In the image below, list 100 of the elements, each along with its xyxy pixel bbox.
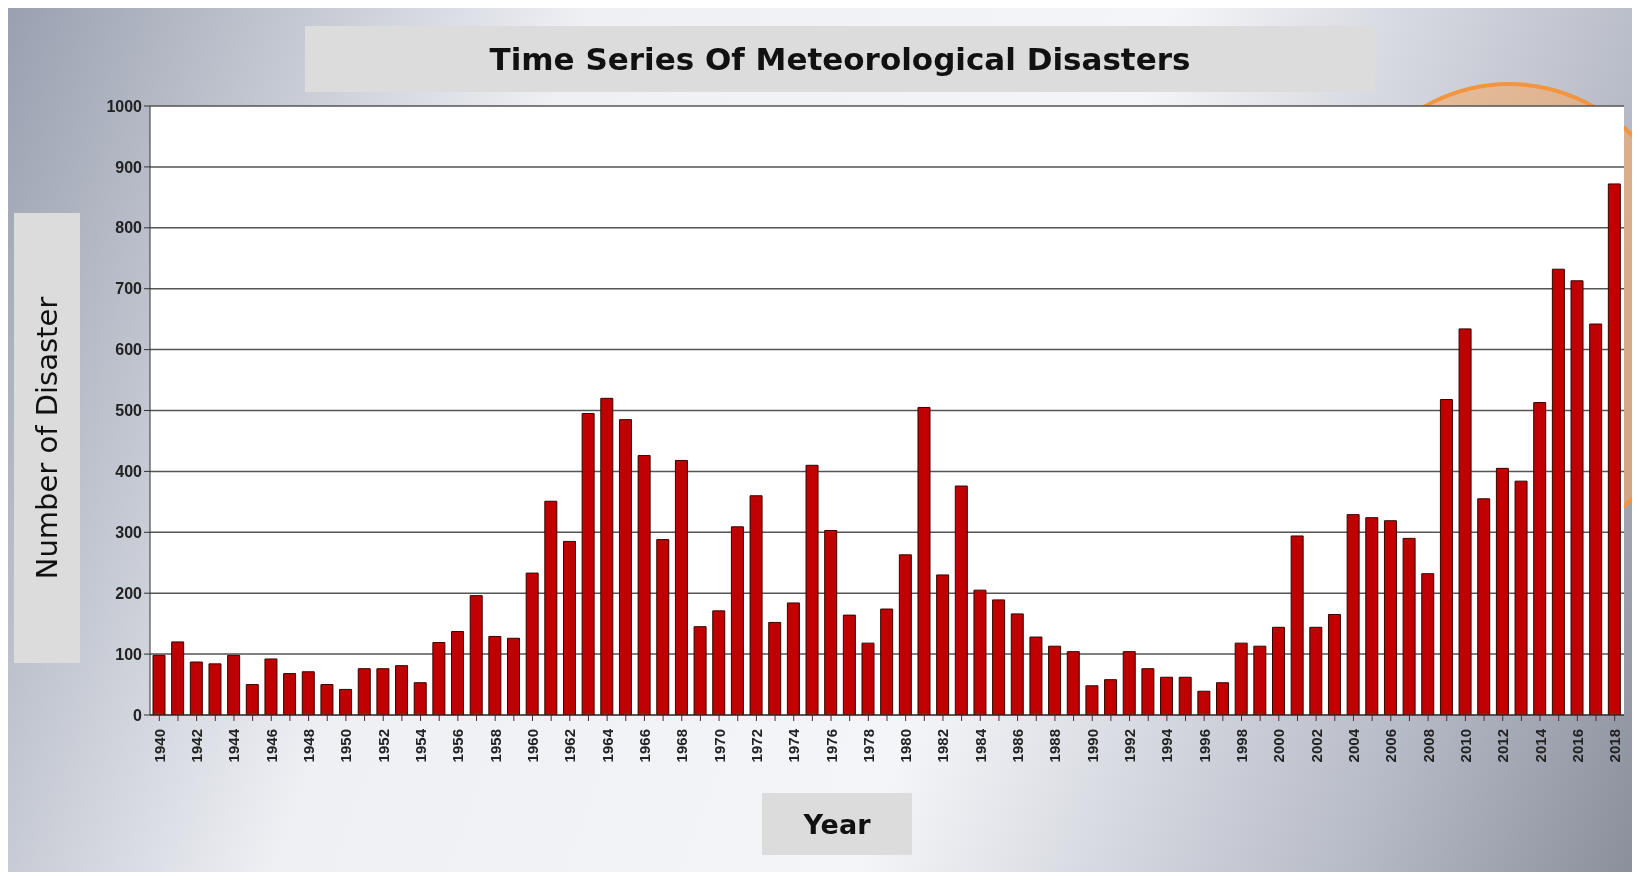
x-tick-label: 1940 (150, 729, 168, 763)
bar (805, 464, 819, 715)
bar (1010, 613, 1024, 715)
bar (562, 540, 576, 715)
bar (1216, 682, 1230, 715)
bar (656, 539, 670, 715)
x-tick-label: 1978 (859, 729, 877, 763)
bar (1365, 517, 1379, 715)
bar (488, 635, 502, 715)
y-tick-label: 1000 (106, 97, 143, 115)
x-tick-label: 1990 (1083, 729, 1101, 763)
bar (1402, 537, 1416, 715)
y-tick-label: 400 (115, 463, 143, 481)
bar (1066, 651, 1080, 715)
x-tick-label: 1996 (1195, 729, 1213, 763)
bar (749, 495, 763, 715)
bar (618, 419, 632, 715)
bar (320, 684, 334, 715)
bar (395, 665, 409, 715)
bar (768, 621, 782, 715)
x-tick-label: 1954 (412, 728, 430, 763)
bar (730, 526, 744, 715)
x-tick-label: 2010 (1456, 729, 1474, 763)
bar (1383, 520, 1397, 715)
bar (861, 642, 875, 715)
bar (1178, 676, 1192, 715)
bar (1495, 467, 1509, 715)
x-tick-label: 1948 (300, 729, 318, 763)
bar (1327, 614, 1341, 715)
x-axis-title: Year (762, 793, 912, 855)
bar (1589, 323, 1603, 715)
bar (693, 626, 707, 715)
x-tick-label: 1974 (785, 728, 803, 763)
x-tick-label: 1984 (971, 728, 989, 763)
y-tick-label: 200 (115, 584, 143, 602)
x-tick-label: 2004 (1344, 728, 1362, 763)
y-axis-title: Number of Disaster (30, 296, 64, 580)
x-tick-label: 1958 (486, 729, 504, 763)
x-tick-label: 1992 (1121, 729, 1139, 763)
y-tick-label: 800 (115, 219, 143, 237)
bar (1122, 651, 1136, 715)
bar (525, 572, 539, 715)
x-tick-label: 2008 (1419, 729, 1437, 763)
x-tick-label: 1944 (225, 728, 243, 763)
bar (413, 682, 427, 715)
bar (264, 658, 278, 715)
bar (283, 673, 297, 715)
bar (451, 631, 465, 715)
bar (898, 554, 912, 715)
y-tick-label: 100 (115, 645, 143, 663)
bar (581, 413, 595, 715)
bar (1104, 679, 1118, 715)
bar (507, 637, 521, 715)
x-tick-label: 1946 (262, 729, 280, 763)
bar (339, 688, 353, 715)
bar (171, 641, 185, 715)
x-tick-label: 2014 (1531, 728, 1549, 763)
bar (1458, 328, 1472, 715)
x-tick-label: 1970 (710, 729, 728, 763)
bar (880, 608, 894, 715)
bar (824, 529, 838, 715)
bar (1048, 645, 1062, 715)
bar (674, 459, 688, 715)
bar (544, 500, 558, 715)
bar (301, 671, 315, 715)
bar (1421, 573, 1435, 715)
bar (376, 668, 390, 715)
bar (917, 406, 931, 715)
bar (469, 595, 483, 715)
x-tick-label: 1964 (598, 728, 616, 763)
bar (189, 661, 203, 715)
bar (936, 574, 950, 715)
y-tick-label: 300 (115, 523, 143, 541)
bar (245, 684, 259, 715)
bar (1551, 268, 1565, 715)
x-tick-label: 1950 (337, 729, 355, 763)
bar (842, 614, 856, 715)
y-tick-label: 900 (115, 158, 143, 176)
x-tick-label: 1998 (1233, 729, 1251, 763)
bar (1514, 480, 1528, 715)
bar (992, 599, 1006, 715)
x-tick-label: 1956 (449, 729, 467, 763)
chart-title: Time Series Of Meteorological Disasters (305, 26, 1375, 92)
bar (208, 663, 222, 715)
x-tick-label: 1960 (523, 729, 541, 763)
x-tick-label: 1968 (673, 729, 691, 763)
bar (1141, 668, 1155, 715)
bar (1607, 183, 1621, 715)
bar (1346, 514, 1360, 715)
bar (1160, 676, 1174, 715)
x-tick-label: 2002 (1307, 729, 1325, 763)
x-tick-label: 1952 (374, 729, 392, 763)
bar (357, 668, 371, 715)
y-tick-label: 700 (115, 280, 143, 298)
bar (1290, 535, 1304, 715)
x-tick-label: 2012 (1494, 729, 1512, 763)
bar (637, 455, 651, 715)
x-tick-label: 1962 (561, 729, 579, 763)
x-tick-label: 1988 (1046, 729, 1064, 763)
bar (1234, 642, 1248, 715)
